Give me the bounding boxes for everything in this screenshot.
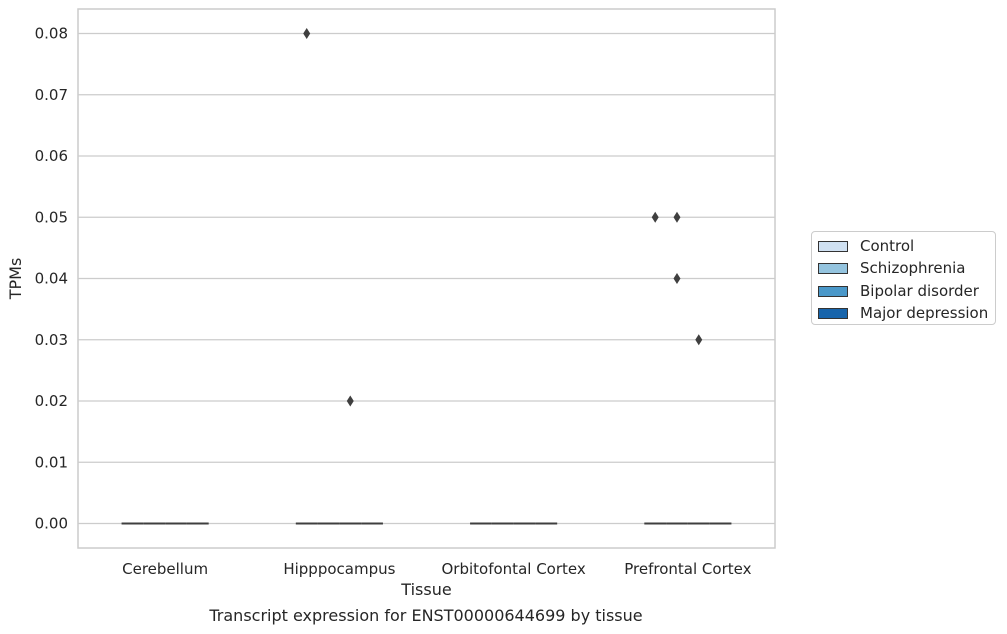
outlier-marker	[303, 28, 311, 39]
legend-label: Control	[860, 236, 915, 255]
legend-label: Major depression	[860, 304, 989, 323]
legend-swatch	[818, 308, 848, 320]
legend-item: Control	[818, 235, 995, 258]
outlier-marker	[673, 273, 681, 284]
x-tick-label: Hipppocampus	[283, 560, 395, 578]
x-tick-label: Prefrontal Cortex	[624, 560, 751, 578]
legend-item: Schizophrenia	[818, 258, 995, 281]
grid-lines	[78, 32, 775, 525]
outlier-marker	[651, 211, 659, 223]
y-tick-label: 0.07	[35, 86, 68, 104]
outlier-marker	[346, 395, 354, 407]
legend-label: Bipolar disorder	[860, 281, 979, 300]
y-tick-label: 0.02	[35, 392, 68, 410]
legend-label: Schizophrenia	[860, 259, 966, 278]
y-tick-label: 0.05	[35, 208, 68, 226]
plot-frame	[77, 8, 776, 549]
y-tick-label: 0.03	[35, 331, 68, 349]
y-tick-label: 0.04	[35, 270, 68, 288]
chart-caption: Transcript expression for ENST0000064469…	[209, 606, 643, 625]
legend-swatch	[818, 263, 848, 275]
y-tick-label: 0.00	[35, 515, 68, 533]
outlier-marker	[673, 211, 681, 223]
legend-swatch	[818, 240, 848, 252]
outlier-points	[303, 28, 703, 407]
x-axis-label: Tissue	[400, 580, 451, 599]
x-tick-label: Orbitofontal Cortex	[442, 560, 586, 578]
y-tick-label: 0.06	[35, 147, 68, 165]
legend-swatch	[818, 285, 848, 297]
outlier-marker	[695, 334, 703, 346]
y-tick-label: 0.01	[35, 453, 68, 471]
x-tick-label: Cerebellum	[122, 560, 208, 578]
y-tick-label: 0.08	[35, 25, 68, 43]
y-tick-labels: 0.00 0.01 0.02 0.03 0.04 0.05 0.06 0.07 0.08	[35, 25, 68, 533]
legend-item: Major depression	[818, 303, 995, 326]
legend-item: Bipolar disorder	[818, 280, 995, 303]
y-axis-label: TPMs	[6, 258, 25, 301]
x-tick-labels: Cerebellum Hipppocampus Orbitofontal Corte…	[122, 560, 751, 578]
legend: Control Schizophrenia Bipolar disorder Majo…	[811, 231, 996, 325]
